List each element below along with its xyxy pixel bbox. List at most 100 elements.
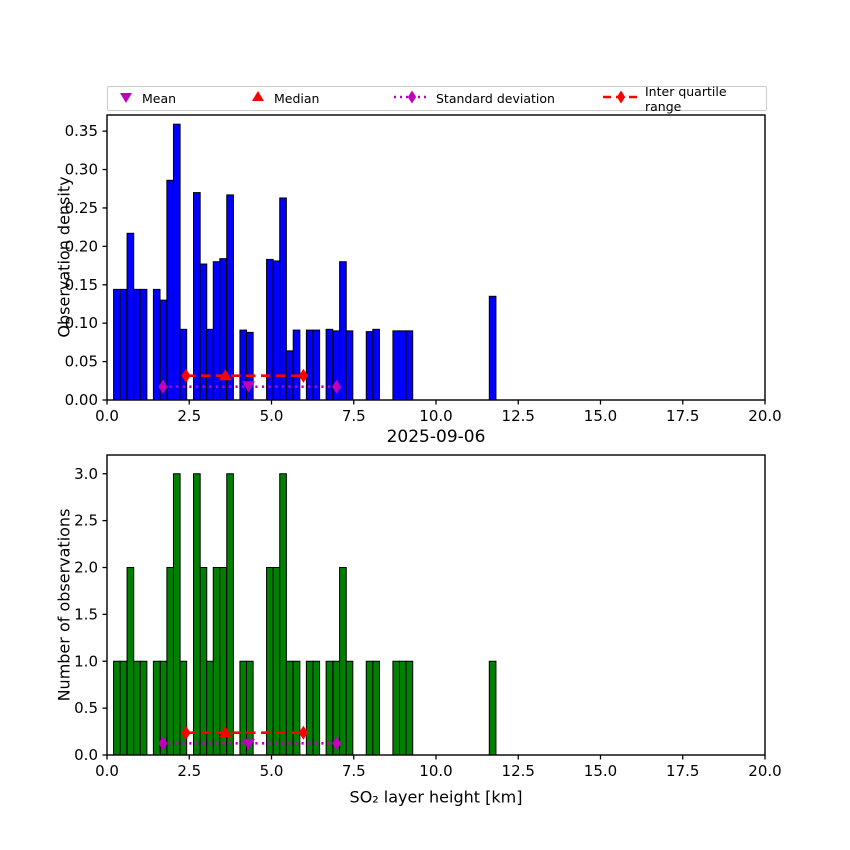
- x-tick-label: 5.0: [260, 407, 284, 425]
- x-tick-label: 0.0: [95, 762, 119, 780]
- bar: [139, 660, 148, 756]
- legend-item-inter-quartile-range: Inter quartile range: [603, 84, 766, 114]
- bar: [272, 260, 281, 401]
- bar: [305, 660, 314, 756]
- bar: [365, 660, 374, 756]
- legend-label: Mean: [142, 91, 177, 106]
- bar: [199, 567, 208, 756]
- density-histogram-plot: 0.0 2.5 5.0 7.5 10.0 12.5 15.0 17.5 20.0 0.00 0.05…: [65, 114, 782, 425]
- bar: [152, 288, 161, 401]
- y-axis-label-top: Observation density: [54, 176, 74, 338]
- bar: [119, 288, 128, 401]
- std-diamond-left: [158, 379, 168, 394]
- bar: [133, 660, 141, 756]
- x-tick-label: 10.0: [419, 407, 452, 425]
- x-tick-label: 5.0: [260, 762, 284, 780]
- legend-label: Inter quartile range: [645, 83, 727, 114]
- bar: [119, 660, 128, 756]
- iqr-legend-marker: [603, 89, 639, 109]
- bar: [139, 288, 148, 401]
- diamond-glyph: [603, 90, 639, 103]
- y-tick-label: 0.25: [65, 199, 98, 217]
- legend-item-median: Median: [248, 87, 319, 110]
- x-tick-label: 2.5: [177, 762, 201, 780]
- bar: [488, 660, 497, 756]
- bar: [193, 473, 201, 756]
- bar: [179, 328, 188, 401]
- bar: [113, 660, 121, 756]
- iqr-diamond-right: [298, 725, 309, 740]
- bar: [398, 330, 407, 401]
- bar: [239, 329, 248, 401]
- bar: [226, 473, 234, 756]
- std-legend-marker: [394, 89, 430, 109]
- iqr-diamond-left: [181, 368, 191, 383]
- y-tick-label: 3.0: [74, 465, 98, 483]
- y-tick-label: 1.5: [74, 605, 98, 623]
- bar: [405, 330, 414, 401]
- bar: [152, 660, 161, 756]
- y-tick-label: 1.0: [74, 652, 98, 670]
- y-tick-label: 0.20: [65, 237, 98, 255]
- legend-item-mean: Mean: [116, 87, 176, 110]
- x-tick-label: 12.5: [502, 407, 535, 425]
- mean-marker: [241, 381, 255, 393]
- median-legend-marker: [248, 89, 268, 109]
- y-tick-label: 0.00: [65, 391, 98, 409]
- std-diamond-left: [158, 736, 168, 751]
- iqr-diamond-right: [298, 368, 309, 383]
- bar: [405, 660, 414, 756]
- bar: [325, 660, 334, 756]
- y-tick-label: 2.5: [74, 512, 98, 530]
- y-tick-label: 0.05: [65, 353, 98, 371]
- bar: [212, 261, 221, 401]
- bar: [126, 232, 135, 401]
- bar: [279, 473, 287, 756]
- bar: [266, 258, 274, 401]
- bar: [226, 194, 234, 401]
- x-tick-label: 15.0: [584, 407, 617, 425]
- x-tick-label: 7.5: [342, 407, 366, 425]
- bar: [372, 328, 380, 401]
- y-tick-label: 0.0: [74, 746, 98, 764]
- median-marker: [218, 369, 232, 381]
- count-histogram-plot: 0.0 2.5 5.0 7.5 10.0 12.5 15.0 17.5 20.0 0.0 0.5 1.…: [74, 454, 782, 780]
- bar: [179, 660, 188, 756]
- median-marker: [218, 726, 232, 738]
- bar: [345, 660, 354, 756]
- std-diamond-right: [332, 379, 342, 394]
- y-tick-label: 0.35: [65, 122, 98, 140]
- bar: [126, 567, 135, 756]
- legend-label: Median: [274, 91, 320, 106]
- bar: [199, 263, 208, 401]
- y-tick-label: 0.15: [65, 276, 98, 294]
- y-tick-label: 2.0: [74, 559, 98, 577]
- y-tick-label: 0.5: [74, 699, 98, 717]
- bar: [279, 197, 287, 401]
- bar: [339, 261, 347, 401]
- bar: [272, 567, 281, 756]
- bar: [266, 567, 274, 756]
- histogram-bars: [113, 123, 497, 401]
- y-axis-label-bottom: Number of observations: [54, 508, 74, 702]
- bar: [172, 473, 181, 756]
- bar: [206, 660, 214, 756]
- bar: [345, 330, 354, 401]
- x-tick-label: 20.0: [748, 407, 781, 425]
- plot-title: 2025-09-06: [386, 427, 486, 447]
- bar: [372, 660, 380, 756]
- y-tick-label: 0.30: [65, 161, 98, 179]
- legend: Mean Median Standard deviation Inter qua…: [107, 84, 767, 114]
- bar: [166, 567, 175, 756]
- bar: [312, 660, 321, 756]
- triangle-down-glyph: [120, 92, 132, 103]
- legend-item-standard-deviation: Standard deviation: [394, 87, 555, 110]
- bar: [312, 329, 321, 401]
- std-diamond-right: [332, 736, 342, 751]
- mean-marker: [241, 738, 255, 750]
- bar: [212, 567, 221, 756]
- bar: [325, 328, 334, 401]
- diamond-glyph: [394, 90, 430, 103]
